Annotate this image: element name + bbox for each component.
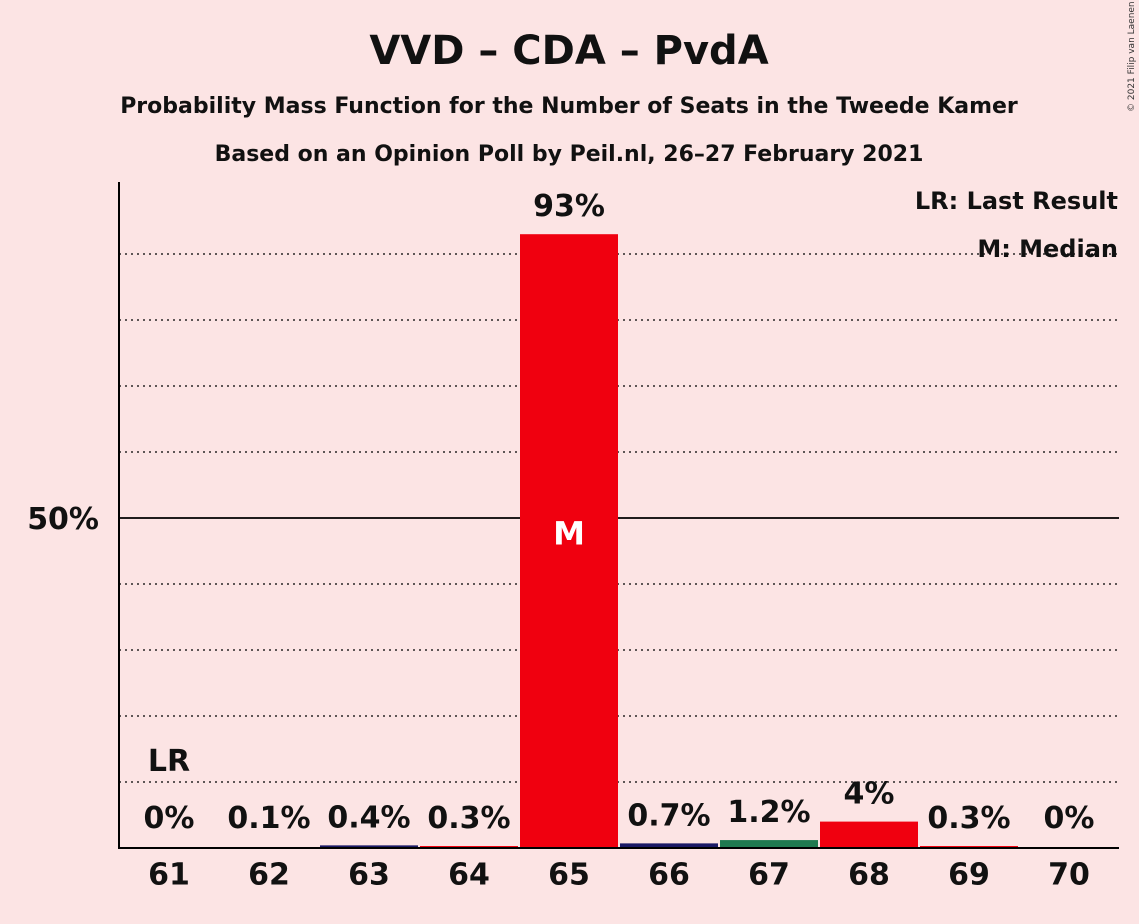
x-tick-label: 61 bbox=[148, 858, 190, 893]
bar bbox=[320, 845, 418, 848]
bar bbox=[520, 234, 618, 848]
data-label: 93% bbox=[533, 189, 605, 224]
data-label: 0.3% bbox=[927, 801, 1010, 836]
data-label: 0% bbox=[144, 801, 195, 836]
data-label: 0.4% bbox=[327, 800, 410, 835]
last-result-marker: LR bbox=[148, 744, 190, 779]
bar bbox=[720, 840, 818, 848]
data-label: 0% bbox=[1044, 801, 1095, 836]
x-tick-label: 62 bbox=[248, 858, 290, 893]
bar bbox=[820, 821, 918, 848]
data-label: 0.1% bbox=[227, 801, 310, 836]
data-label: 0.7% bbox=[627, 798, 710, 833]
copyright-text: © 2021 Filip van Laenen bbox=[1127, 1, 1137, 112]
x-tick-label: 65 bbox=[548, 858, 590, 893]
gridlines bbox=[119, 253, 1119, 783]
data-label: 0.3% bbox=[427, 801, 510, 836]
chart-source: Based on an Opinion Poll by Peil.nl, 26–… bbox=[215, 142, 924, 167]
chart-subtitle: Probability Mass Function for the Number… bbox=[120, 94, 1018, 119]
x-tick-label: 67 bbox=[748, 858, 790, 893]
data-labels: 0% LR 0.1% 0.4% 0.3% 93% M 0.7% 1.2% 4% 0.3% 0% bbox=[144, 189, 1095, 836]
chart-title: VVD – CDA – PvdA bbox=[369, 28, 768, 74]
data-label: 1.2% bbox=[727, 795, 810, 830]
legend-last-result: LR: Last Result bbox=[915, 187, 1118, 215]
bars bbox=[220, 234, 1018, 848]
x-tick-label: 66 bbox=[648, 858, 690, 893]
x-tick-label: 70 bbox=[1048, 858, 1090, 893]
y-axis-ticks: 50% bbox=[27, 502, 99, 537]
x-tick-label: 64 bbox=[448, 858, 490, 893]
x-tick-label: 68 bbox=[848, 858, 890, 893]
bar bbox=[620, 843, 718, 848]
y-tick-label: 50% bbox=[27, 502, 99, 537]
data-label: 4% bbox=[844, 777, 895, 812]
x-tick-label: 63 bbox=[348, 858, 390, 893]
x-tick-label: 69 bbox=[948, 858, 990, 893]
x-axis-ticks: 61 62 63 64 65 66 67 68 69 70 bbox=[148, 858, 1090, 893]
median-marker: M bbox=[553, 514, 585, 552]
legend-median: M: Median bbox=[977, 235, 1118, 263]
